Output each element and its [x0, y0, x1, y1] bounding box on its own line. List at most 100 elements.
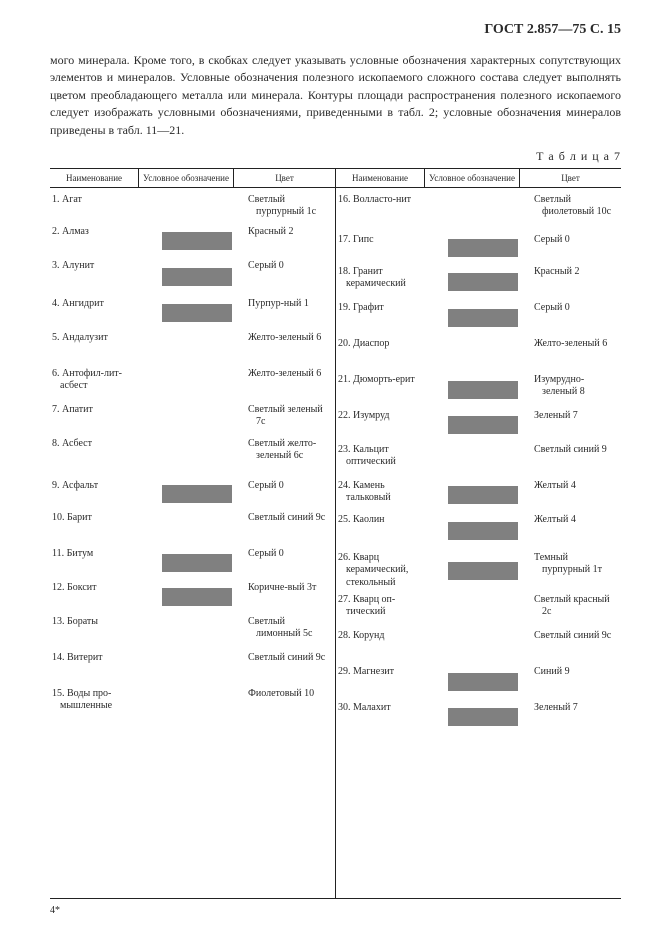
table-right-half: Наименование Условное обозначение Цвет 1…	[336, 169, 621, 898]
cell-color: Желтый 4	[532, 478, 621, 512]
color-swatch	[448, 486, 518, 504]
cell-name: 3. Алунит	[50, 258, 148, 296]
cell-color: Зеленый 7	[532, 700, 621, 734]
table-caption: Т а б л и ц а 7	[50, 149, 621, 164]
table-wrapper: Наименование Условное обозначение Цвет 1…	[50, 168, 621, 899]
table-row: 10. Барит Светлый синий 9с	[50, 510, 335, 546]
cell-color: Изумрудно-зеленый 8	[532, 372, 621, 408]
table-row: 11. Битум Серый 0	[50, 546, 335, 580]
cell-color: Красный 2	[532, 264, 621, 300]
cell-color: Фиолетовый 10	[246, 686, 335, 722]
cell-name: 13. Бораты	[50, 614, 148, 650]
page-header: ГОСТ 2.857—75 С. 15	[50, 22, 621, 38]
table-row: 1. АгатСветлый пурпурный 1с	[50, 192, 335, 224]
table-row: 7. АпатитСветлый зеленый 7с	[50, 402, 335, 436]
cell-name: 27. Кварц оп-тический	[336, 592, 434, 628]
cell-name: 15. Воды про-мышленные	[50, 686, 148, 722]
cell-swatch	[434, 192, 532, 232]
table-row: 30. Малахит Зеленый 7	[336, 700, 621, 734]
cell-swatch	[148, 192, 246, 224]
cell-name: 16. Волласто-нит	[336, 192, 434, 232]
table-row: 3. АлунитСерый 0	[50, 258, 335, 296]
cell-color: Серый 0	[532, 300, 621, 336]
header-name: Наименование	[336, 169, 425, 187]
cell-color: Желто-зеленый 6	[246, 330, 335, 366]
cell-name: 30. Малахит	[336, 700, 434, 734]
table-row: 21. Дюморть-ерит Изумрудно-зеленый 8	[336, 372, 621, 408]
cell-color: Светлый синий 9с	[532, 628, 621, 664]
cell-color: Желто-зеленый 6	[532, 336, 621, 372]
cell-color: Светлый желто-зеленый 6с	[246, 436, 335, 478]
header-color: Цвет	[234, 169, 335, 187]
cell-swatch	[434, 372, 532, 408]
cell-color: Светлый лимонный 5с	[246, 614, 335, 650]
table-row: 12. БокситКоричне-вый 3т	[50, 580, 335, 614]
cell-color: Светлый синий 9с	[246, 510, 335, 546]
table-row: 13. Бораты Светлый лимонный 5с	[50, 614, 335, 650]
cell-name: 12. Боксит	[50, 580, 148, 614]
cell-name: 29. Магнезит	[336, 664, 434, 700]
header-color: Цвет	[520, 169, 621, 187]
color-swatch	[448, 239, 518, 257]
cell-color: Красный 2	[246, 224, 335, 258]
table-row: 19. Графит Серый 0	[336, 300, 621, 336]
table-row: 16. Волласто-нит Светлый фиолетовый 10с	[336, 192, 621, 232]
table-row: 17. ГипсСерый 0	[336, 232, 621, 264]
footer-mark: 4*	[50, 905, 621, 916]
table-row: 24. Камень тальковыйЖелтый 4	[336, 478, 621, 512]
color-swatch	[162, 232, 232, 250]
cell-name: 28. Корунд	[336, 628, 434, 664]
table-row: 28. Корунд Светлый синий 9с	[336, 628, 621, 664]
header-name: Наименование	[50, 169, 139, 187]
cell-name: 7. Апатит	[50, 402, 148, 436]
cell-name: 14. Витерит	[50, 650, 148, 686]
cell-name: 10. Барит	[50, 510, 148, 546]
cell-color: Желто-зеленый 6	[246, 366, 335, 402]
table-header-row: Наименование Условное обозначение Цвет	[336, 169, 621, 188]
cell-name: 21. Дюморть-ерит	[336, 372, 434, 408]
cell-name: 18. Гранит керамический	[336, 264, 434, 300]
cell-swatch	[434, 592, 532, 628]
cell-color: Пурпур-ный 1	[246, 296, 335, 330]
cell-color: Серый 0	[246, 478, 335, 510]
cell-swatch	[148, 258, 246, 296]
cell-swatch	[434, 442, 532, 478]
color-swatch	[162, 485, 232, 503]
cell-swatch	[434, 478, 532, 512]
table-row: 18. Гранит керамический Красный 2	[336, 264, 621, 300]
cell-swatch	[434, 512, 532, 550]
cell-name: 26. Кварц керамический, стекольный	[336, 550, 434, 592]
table-row: 26. Кварц керамический, стекольныйТемный…	[336, 550, 621, 592]
cell-swatch	[148, 366, 246, 402]
cell-swatch	[148, 296, 246, 330]
cell-name: 19. Графит	[336, 300, 434, 336]
cell-color: Серый 0	[532, 232, 621, 264]
cell-swatch	[148, 650, 246, 686]
cell-color: Светлый фиолетовый 10с	[532, 192, 621, 232]
cell-color: Светлый красный 2с	[532, 592, 621, 628]
cell-swatch	[148, 580, 246, 614]
table-row: 8. Асбест Светлый желто-зеленый 6с	[50, 436, 335, 478]
cell-name: 11. Битум	[50, 546, 148, 580]
cell-color: Синий 9	[532, 664, 621, 700]
cell-color: Желтый 4	[532, 512, 621, 550]
cell-name: 8. Асбест	[50, 436, 148, 478]
table-row: 6. Антофил-лит-асбестЖелто-зеленый 6	[50, 366, 335, 402]
cell-swatch	[434, 408, 532, 442]
color-swatch	[162, 588, 232, 606]
table-row: 23. Кальцит оптическийСветлый синий 9	[336, 442, 621, 478]
cell-color: Серый 0	[246, 546, 335, 580]
table-row: 25. КаолинЖелтый 4	[336, 512, 621, 550]
table-row: 22. ИзумрудЗеленый 7	[336, 408, 621, 442]
color-swatch	[448, 708, 518, 726]
table-row: 5. АндалузитЖелто-зеленый 6	[50, 330, 335, 366]
table-row: 27. Кварц оп-тический Светлый красный 2с	[336, 592, 621, 628]
cell-name: 4. Ангидрит	[50, 296, 148, 330]
cell-name: 2. Алмаз	[50, 224, 148, 258]
table-row: 9. АсфальтСерый 0	[50, 478, 335, 510]
cell-swatch	[148, 686, 246, 722]
color-swatch	[448, 522, 518, 540]
cell-swatch	[148, 402, 246, 436]
color-swatch	[448, 673, 518, 691]
cell-name: 20. Диаспор	[336, 336, 434, 372]
